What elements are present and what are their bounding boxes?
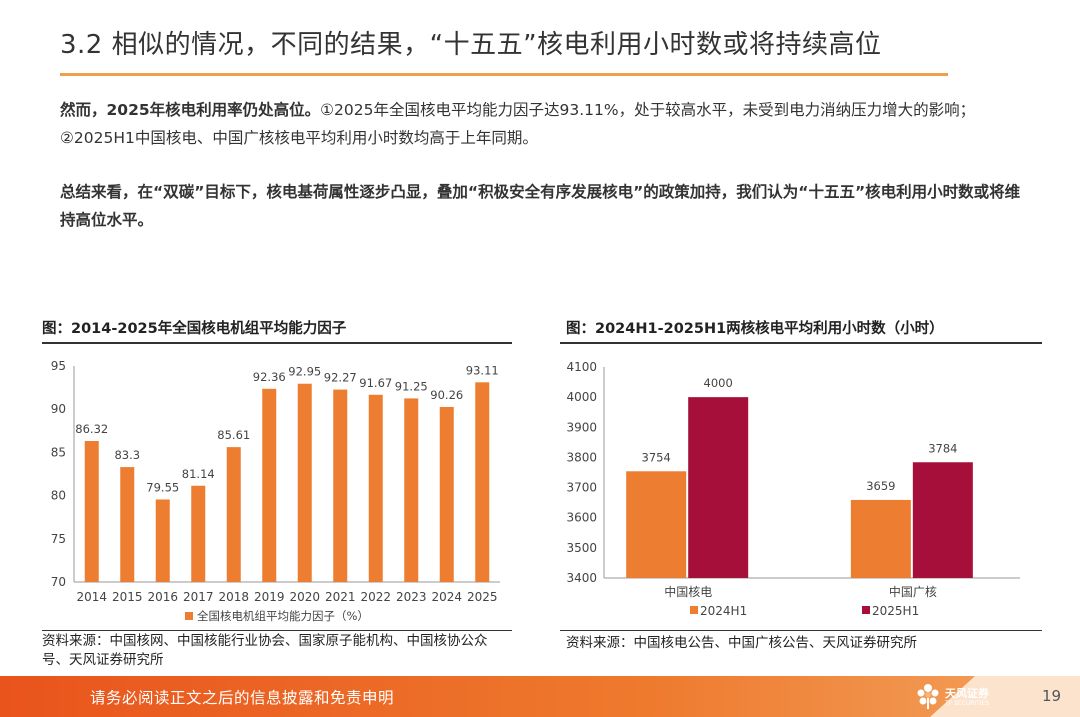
chart2-y-tick-5: 3900	[566, 420, 597, 434]
page-title: 3.2 相似的情况，不同的结果，“十五五”核电利用小时数或将持续高位	[60, 30, 882, 60]
chart2-y-tick-2: 3600	[566, 511, 597, 525]
chart1-x-tick-2019: 2019	[254, 590, 285, 604]
chart1-data-label-2021: 92.27	[324, 371, 357, 385]
chart1-data-label-2019: 92.36	[253, 370, 286, 384]
chart1-data-label-2016: 79.55	[146, 480, 179, 494]
chart1-data-label-2023: 91.25	[395, 379, 428, 393]
paragraph-1-lead: 然而，2025年核电利用率仍处高位。	[60, 101, 321, 119]
chart1-bar-2020	[297, 383, 312, 582]
chart1-data-label-2024: 90.26	[430, 388, 463, 402]
flower-logo-icon	[917, 684, 939, 709]
chart1-bar-2017	[191, 485, 206, 582]
chart2-legend-label-2024H1: 2024H1	[700, 604, 747, 618]
chart1-y-tick-3: 85	[51, 445, 66, 459]
chart1-data-label-2018: 85.61	[217, 428, 250, 442]
chart1-bar-2022	[368, 394, 383, 582]
chart2-bar-2024H1-0	[626, 471, 687, 578]
chart1-data-label-2017: 81.14	[182, 467, 215, 481]
chart1-data-label-2025: 93.11	[466, 363, 499, 377]
chart2-data-label-2025H1-0: 4000	[704, 376, 733, 390]
chart1-x-tick-2023: 2023	[396, 590, 427, 604]
paragraph-2: 总结来看，在“双碳”目标下，核电基荷属性逐步凸显，叠加“积极安全有序发展核电”的…	[60, 183, 1021, 229]
chart1-y-tick-0: 70	[51, 575, 66, 589]
footer-disclaimer: 请务必阅读正文之后的信息披露和免责申明	[90, 689, 395, 707]
chart2-utilization-hours: 3400 3500 3600 3700 3800 3900 4000 4100 3754 4000…	[566, 360, 1020, 618]
chart1-x-tick-2014: 2014	[76, 590, 107, 604]
chart2-y-tick-3: 3700	[566, 481, 597, 495]
chart1-capacity-factor: 70 75 80 85 90 95 86.32 2014 83.3 2015 79.55 2016 81…	[51, 359, 500, 623]
chart1-x-tick-2022: 2022	[360, 590, 391, 604]
chart2-bar-2025H1-1	[912, 462, 973, 578]
chart2-bar-2025H1-0	[688, 397, 749, 578]
paragraph-1: 然而，2025年核电利用率仍处高位。①2025年全国核电平均能力因子达93.11…	[60, 96, 1032, 152]
paragraph-1-body: ①2025年全国核电平均能力因子达93.11%，处于较高水平，未受到电力消纳压力…	[60, 101, 976, 147]
chart1-bar-2024	[439, 406, 454, 582]
chart1-data-label-2014: 86.32	[75, 422, 108, 436]
footer-bar	[0, 676, 1080, 717]
chart2-y-tick-4: 3800	[566, 450, 597, 464]
chart2-bar-2024H1-1	[850, 499, 911, 578]
chart2-y-tick-6: 4000	[566, 390, 597, 404]
chart1-y-tick-1: 75	[51, 532, 66, 546]
company-logo: 天风证券 TF SECURITIES	[915, 682, 1015, 712]
chart1-x-tick-2015: 2015	[112, 590, 143, 604]
chart1-bar-2014	[84, 440, 99, 582]
footer: 请务必阅读正文之后的信息披露和免责申明 天风证券 TF SECURITIES 1…	[0, 676, 1080, 717]
chart1-bar-2018	[226, 447, 241, 582]
logo-name: 天风证券	[945, 687, 989, 700]
chart1-top-rule	[42, 342, 512, 344]
chart1-source: 资料来源：中国核网、中国核能行业协会、国家原子能机构、中国核协公众号、天风证券研…	[42, 633, 488, 668]
chart1-x-tick-2025: 2025	[467, 590, 498, 604]
chart1-x-tick-2017: 2017	[183, 590, 214, 604]
chart1-title: 图：2014-2025年全国核电机组平均能力因子	[42, 321, 347, 337]
chart2-y-tick-1: 3500	[566, 541, 597, 555]
chart2-data-label-2024H1-0: 3754	[642, 450, 671, 464]
chart2-title: 图：2024H1-2025H1两核核电平均利用小时数（小时）	[566, 321, 944, 337]
chart1-bar-2015	[120, 467, 135, 582]
logo-subtitle: TF SECURITIES	[945, 700, 990, 707]
chart1-bottom-rule	[42, 630, 512, 631]
chart2-legend-swatch-2024H1	[690, 606, 698, 614]
chart1-x-tick-2024: 2024	[431, 590, 462, 604]
chart1-bar-2023	[404, 398, 419, 582]
chart1-x-tick-2018: 2018	[218, 590, 249, 604]
chart1-y-tick-4: 90	[51, 402, 66, 416]
chart1-legend-label: 全国核电机组平均能力因子（%）	[197, 609, 369, 623]
chart2-data-label-2024H1-1: 3659	[866, 479, 895, 493]
chart1-bar-2016	[155, 499, 170, 582]
chart1-data-label-2020: 92.95	[288, 365, 321, 379]
chart2-source: 资料来源：中国核电公告、中国广核公告、天风证券研究所	[566, 635, 917, 651]
chart1-bar-2021	[333, 389, 348, 582]
chart1-x-tick-2016: 2016	[147, 590, 178, 604]
chart1-legend-swatch	[185, 612, 193, 620]
chart2-x-tick-1: 中国广核	[889, 584, 937, 599]
chart1-y-tick-2: 80	[51, 489, 66, 503]
chart1-bar-2025	[475, 382, 490, 582]
chart2-x-tick-0: 中国核电	[664, 584, 712, 599]
chart1-data-label-2015: 83.3	[114, 448, 140, 462]
page-number: 19	[1042, 687, 1062, 705]
chart1-data-label-2022: 91.67	[359, 376, 392, 390]
chart2-legend-label-2025H1: 2025H1	[872, 604, 919, 618]
chart2-data-label-2025H1-1: 3784	[928, 441, 957, 455]
chart1-bar-2019	[262, 388, 277, 582]
chart2-top-rule	[560, 342, 1042, 344]
chart2-y-tick-0: 3400	[566, 571, 597, 585]
chart1-x-tick-2021: 2021	[325, 590, 356, 604]
chart2-bottom-rule	[560, 630, 1042, 631]
chart1-y-tick-5: 95	[51, 359, 66, 373]
chart1-x-tick-2020: 2020	[289, 590, 320, 604]
chart2-y-tick-7: 4100	[566, 360, 597, 374]
chart2-legend-swatch-2025H1	[862, 606, 870, 614]
title-divider	[60, 73, 948, 76]
